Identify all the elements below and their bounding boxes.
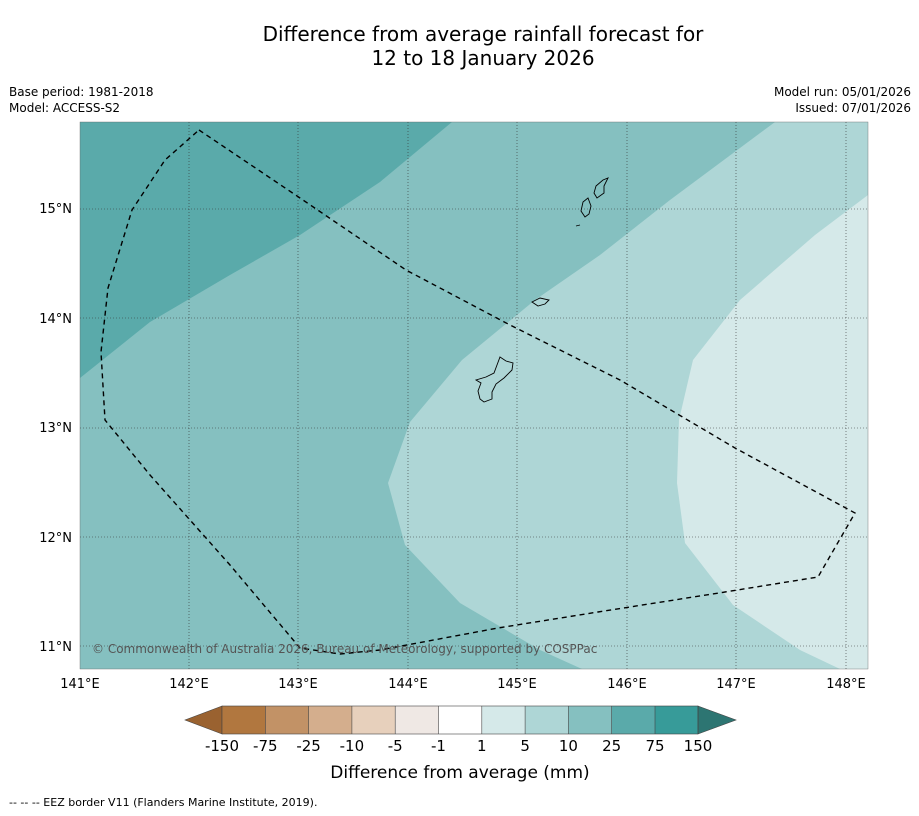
lon-label: 147°E [716, 677, 756, 692]
base-period: Base period: 1981-2018 [9, 85, 154, 99]
colorbar-title: Difference from average (mm) [330, 763, 589, 783]
lat-label: 12°N [39, 531, 72, 546]
footer-legend: -- -- -- EEZ border V11 (Flanders Marine… [9, 796, 318, 809]
colorbar-tick: -1 [431, 737, 446, 755]
island-saipan [593, 177, 609, 199]
model-name: Model: ACCESS-S2 [9, 101, 121, 115]
colorbar-tick: 5 [520, 737, 530, 755]
meta-left: Base period: 1981-2018 Model: ACCESS-S2 [9, 84, 154, 116]
map-frame [79, 121, 869, 670]
lon-label: 148°E [826, 677, 866, 692]
lon-label: 145°E [497, 677, 537, 692]
map-area: © Commonwealth of Australia 2026, Bureau… [80, 122, 868, 669]
island-aguijan [575, 224, 581, 227]
colorbar-swatch [438, 706, 482, 734]
eez-border [100, 129, 856, 655]
chart-title: Difference from average rainfall forecas… [0, 22, 919, 70]
colorbar-tick: 1 [477, 737, 487, 755]
lat-label: 11°N [39, 640, 72, 655]
colorbar-tick: 10 [559, 737, 578, 755]
colorbar-swatch [611, 706, 655, 734]
island-tinian [580, 197, 592, 218]
lon-label: 146°E [607, 677, 647, 692]
islands [474, 177, 609, 403]
meta-right: Model run: 05/01/2026 Issued: 07/01/2026 [774, 84, 911, 116]
issued-date: Issued: 07/01/2026 [795, 101, 911, 115]
colorbar-swatch [351, 706, 396, 734]
colorbar: -150 -75 -25 -10 -5 -1 1 5 10 25 75 150 … [184, 705, 737, 783]
lat-label: 13°N [39, 421, 72, 436]
lon-label: 143°E [278, 677, 318, 692]
island-rota [531, 297, 550, 307]
colorbar-tick: -5 [388, 737, 403, 755]
colorbar-swatch [222, 706, 266, 734]
grid-lines [80, 122, 868, 669]
lat-label: 15°N [39, 202, 72, 217]
colorbar-tick: -25 [296, 737, 321, 755]
colorbar-tick: 25 [602, 737, 621, 755]
colorbar-swatch [525, 706, 569, 734]
copyright-text: © Commonwealth of Australia 2026, Bureau… [92, 642, 597, 656]
colorbar-swatch [395, 706, 439, 734]
island-guam [474, 356, 514, 403]
lat-labels: 15°N 14°N 13°N 12°N 11°N [39, 202, 72, 655]
colorbar-tick: -150 [205, 737, 239, 755]
colorbar-extend-high [697, 705, 737, 735]
colorbar-swatch [265, 706, 309, 734]
band-25-75 [80, 122, 452, 378]
colorbar-tick: 150 [684, 737, 713, 755]
lon-label: 142°E [169, 677, 209, 692]
colorbar-tick: 75 [645, 737, 664, 755]
colorbar-tick: -10 [340, 737, 365, 755]
lon-labels: 141°E 142°E 143°E 144°E 145°E 146°E 147°… [60, 677, 866, 692]
lat-label: 14°N [39, 312, 72, 327]
colorbar-swatch [308, 706, 352, 734]
colorbar-swatch [655, 706, 698, 734]
title-line-2: 12 to 18 January 2026 [371, 46, 595, 70]
colorbar-ticks: -150 -75 -25 -10 -5 -1 1 5 10 25 75 150 [205, 737, 712, 755]
model-run: Model run: 05/01/2026 [773, 85, 911, 99]
lon-label: 141°E [60, 677, 100, 692]
band-1-5 [677, 195, 868, 669]
colorbar-swatch [481, 706, 526, 734]
colorbar-extend-low [184, 705, 223, 735]
colorbar-tick: -75 [253, 737, 278, 755]
title-line-1: Difference from average rainfall forecas… [262, 22, 704, 46]
colorbar-swatch [568, 706, 612, 734]
lon-label: 144°E [388, 677, 428, 692]
